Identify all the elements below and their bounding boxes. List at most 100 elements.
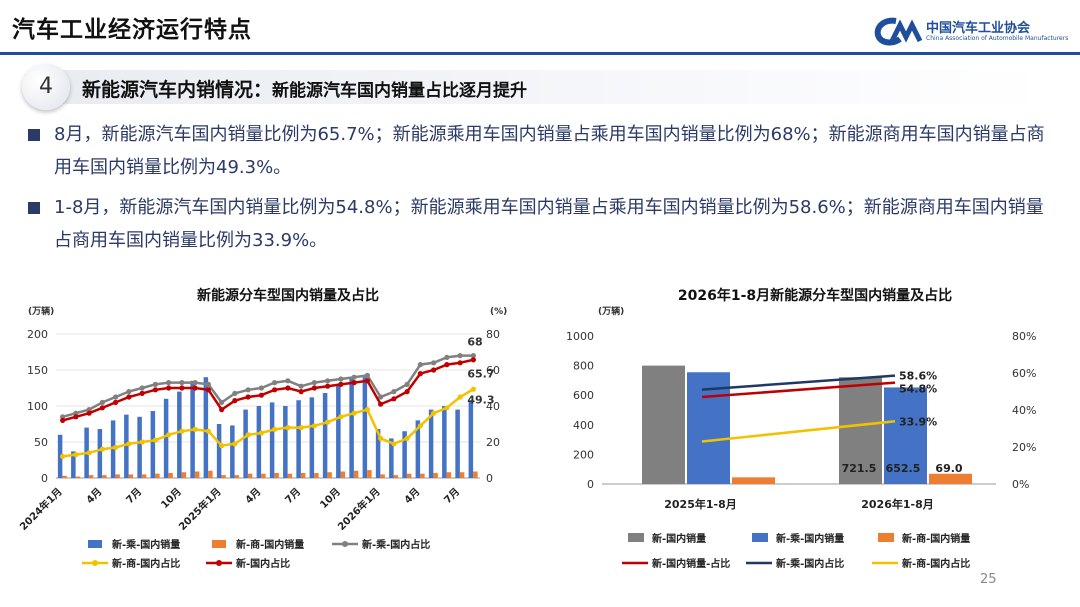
- chart2-y2-tick: 60%: [1012, 367, 1036, 380]
- bullet-text: 8月，新能源汽车国内销量比例为65.7%；新能源乘用车国内销量占乘用车国内销量比…: [54, 124, 1045, 178]
- chart1-line-point: [417, 423, 423, 429]
- chart1-bar: [102, 475, 107, 478]
- chart1-bar: [230, 425, 235, 478]
- chart1-bar: [155, 473, 160, 478]
- logo-text-cn: 中国汽车工业协会: [926, 21, 1031, 36]
- chart1-legend-marker: [342, 541, 348, 547]
- chart2-title: 2026年1-8月新能源分车型国内销量及占比: [678, 287, 952, 304]
- chart1-bar: [468, 400, 474, 478]
- chart1-line-point: [139, 390, 145, 396]
- chart1-line-point: [311, 423, 317, 429]
- chart1-x-tick: 7月: [124, 486, 144, 506]
- chart1-bar: [243, 409, 248, 478]
- bullet-square-icon: [28, 129, 40, 141]
- chart1-legend-marker: [92, 560, 98, 566]
- chart1-line-point: [245, 432, 251, 438]
- chart1-line-point: [73, 452, 79, 458]
- chart1-bar: [256, 406, 262, 478]
- chart1-line-point: [192, 385, 198, 391]
- chart1-line-point: [470, 353, 476, 359]
- chart1-x-tick: 7月: [283, 486, 303, 506]
- chart1-line-point: [298, 383, 304, 389]
- chart1-y2-tick: 20: [486, 436, 500, 449]
- chart1-line-point: [60, 453, 66, 459]
- chart2-bar: [839, 377, 882, 484]
- chart1-bar: [314, 472, 319, 478]
- chart1-bar: [234, 475, 240, 478]
- chart2-line-value-label: 33.9%: [899, 415, 937, 428]
- chart1-end-label: 65.7: [467, 368, 494, 381]
- chart1-line-point: [298, 425, 304, 431]
- chart2-y-tick: 200: [573, 448, 594, 461]
- chart1-line-point: [166, 432, 172, 438]
- chart1-bar: [274, 472, 279, 478]
- chart2-legend-swatch: [878, 533, 894, 542]
- chart1-bar: [97, 429, 103, 478]
- chart1-y2-tick: 40: [486, 400, 500, 413]
- chart1-x-tick: 2024年1月: [17, 485, 65, 533]
- chart1-line-point: [179, 380, 185, 386]
- chart1-line-point: [245, 387, 251, 393]
- chart1-line-point: [444, 354, 450, 360]
- chart1-bar: [221, 475, 226, 478]
- chart2-legend-label: 新-乘-国内占比: [776, 557, 844, 570]
- chart1-bar: [88, 475, 94, 478]
- chart1-line-point: [139, 439, 145, 445]
- chart1-line-point: [325, 383, 331, 389]
- chart1-line-point: [311, 380, 317, 386]
- chart1-bar: [181, 472, 187, 478]
- chart1-line-point: [325, 419, 331, 425]
- bullet-square-icon: [28, 202, 40, 214]
- chart1-line-point: [457, 394, 463, 400]
- slide-title: 汽车工业经济运行特点: [12, 17, 252, 43]
- chart1-line-point: [285, 378, 291, 384]
- chart1-bar: [420, 473, 425, 478]
- logo-text-en: China Association of Automobile Manufact…: [926, 35, 1069, 42]
- caam-logo-icon: [874, 17, 923, 46]
- chart1-end-label: 49.3: [467, 393, 494, 406]
- chart1-line-point: [113, 394, 119, 400]
- chart1-bar: [473, 471, 478, 478]
- chart1-bar: [208, 470, 213, 478]
- chart1-x-tick: 4月: [84, 486, 104, 506]
- chart2-bar-value-label: 652.5: [886, 462, 921, 475]
- chart2-bar: [929, 473, 972, 484]
- chart1-line-point: [417, 371, 423, 377]
- bullet-list: 8月，新能源汽车国内销量比例为65.7%；新能源乘用车国内销量占乘用车国内销量比…: [28, 118, 1058, 264]
- chart1-bar: [296, 400, 301, 478]
- chart2-bar-value-label: 69.0: [935, 462, 962, 475]
- chart1-bar: [393, 475, 399, 478]
- chart1-bar: [203, 377, 209, 478]
- chart1-legend-label: 新-商-国内销量: [236, 538, 304, 551]
- chart1-x-tick: 2026年1月: [335, 485, 383, 533]
- chart1-line-point: [60, 414, 66, 420]
- chart1-line-point: [378, 394, 384, 400]
- chart2-y-tick: 600: [573, 389, 594, 402]
- chart1-line-point: [73, 414, 79, 420]
- chart1-bar: [261, 473, 266, 478]
- chart1-line-point: [298, 389, 304, 395]
- chart1-line-point: [219, 407, 225, 413]
- chart1-line-point: [391, 441, 397, 447]
- chart2-y-tick: 800: [573, 360, 594, 373]
- chart1-bar: [406, 473, 412, 478]
- chart1-title: 新能源分车型国内销量及占比: [197, 287, 379, 304]
- chart1-bar: [455, 409, 460, 478]
- chart2-legend-label: 新-商-国内销量: [902, 532, 970, 545]
- chart1-line-point: [152, 381, 158, 387]
- chart1-line-point: [113, 444, 119, 450]
- chart1-line-point: [86, 407, 92, 413]
- chart1-line-point: [457, 353, 463, 359]
- chart1-line-point: [470, 386, 476, 392]
- chart1-bar: [247, 473, 253, 478]
- chart1-left-unit: (万辆): [28, 305, 54, 317]
- chart1-bar: [309, 397, 315, 478]
- chart1-line-point: [470, 357, 476, 363]
- section-heading-background: [40, 70, 1050, 104]
- chart1-line-point: [272, 380, 278, 386]
- chart1-bar: [446, 472, 452, 478]
- page-number: 25: [980, 572, 997, 587]
- chart1-bar: [327, 472, 332, 478]
- section-heading: 4 新能源汽车内销情况：新能源汽车国内销量占比逐月提升: [22, 64, 1052, 110]
- chart1-line-point: [86, 450, 92, 456]
